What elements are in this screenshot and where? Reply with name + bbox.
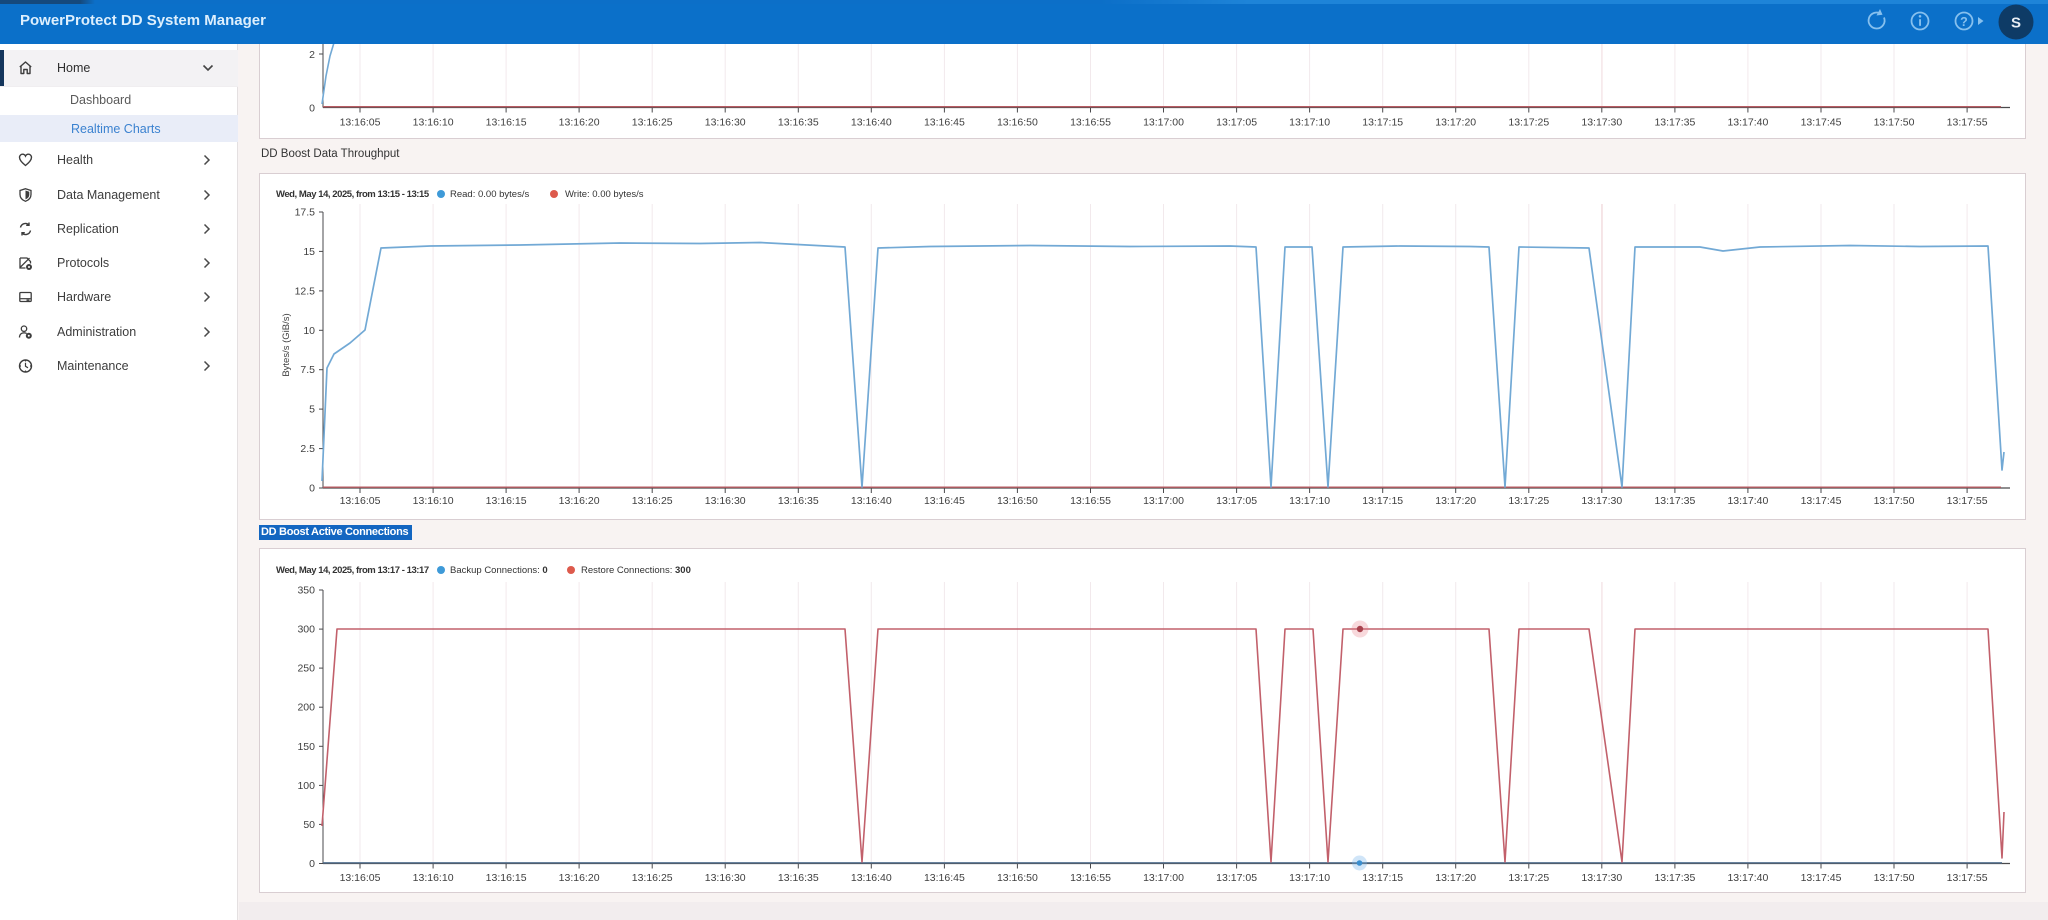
svg-text:13:16:55: 13:16:55 [1070,872,1111,884]
svg-text:13:16:10: 13:16:10 [413,117,454,129]
svg-text:13:17:15: 13:17:15 [1362,495,1403,507]
svg-text:100: 100 [297,780,315,792]
svg-text:13:17:40: 13:17:40 [1727,872,1768,884]
svg-text:13:17:50: 13:17:50 [1874,495,1915,507]
svg-text:13:16:45: 13:16:45 [924,495,965,507]
svg-text:13:16:50: 13:16:50 [997,495,1038,507]
svg-text:13:16:10: 13:16:10 [413,495,454,507]
svg-text:13:17:40: 13:17:40 [1727,495,1768,507]
svg-text:17.5: 17.5 [295,207,316,219]
svg-text:0: 0 [309,483,315,495]
svg-text:13:16:35: 13:16:35 [778,117,819,129]
svg-text:13:17:20: 13:17:20 [1435,117,1476,129]
svg-text:13:16:05: 13:16:05 [340,495,381,507]
svg-text:13:17:00: 13:17:00 [1143,495,1184,507]
svg-text:13:17:30: 13:17:30 [1581,117,1622,129]
svg-text:13:16:05: 13:16:05 [340,872,381,884]
svg-text:13:17:55: 13:17:55 [1947,117,1988,129]
svg-text:15: 15 [303,246,315,258]
svg-text:13:17:30: 13:17:30 [1581,872,1622,884]
svg-text:13:16:15: 13:16:15 [486,872,527,884]
svg-text:13:17:05: 13:17:05 [1216,872,1257,884]
svg-text:0: 0 [309,858,315,870]
svg-text:13:17:20: 13:17:20 [1435,495,1476,507]
svg-text:13:17:05: 13:17:05 [1216,117,1257,129]
svg-text:150: 150 [297,741,315,753]
svg-text:13:16:25: 13:16:25 [632,495,673,507]
svg-text:13:17:35: 13:17:35 [1654,495,1695,507]
svg-text:13:16:45: 13:16:45 [924,117,965,129]
svg-text:13:17:15: 13:17:15 [1362,117,1403,129]
svg-text:13:16:50: 13:16:50 [997,117,1038,129]
svg-text:2: 2 [309,49,315,61]
svg-text:13:16:20: 13:16:20 [559,495,600,507]
svg-text:13:16:05: 13:16:05 [340,117,381,129]
svg-text:13:17:10: 13:17:10 [1289,495,1330,507]
svg-text:12.5: 12.5 [295,285,316,297]
svg-text:13:17:45: 13:17:45 [1801,872,1842,884]
svg-text:13:16:35: 13:16:35 [778,495,819,507]
svg-text:13:16:30: 13:16:30 [705,117,746,129]
svg-text:13:17:30: 13:17:30 [1581,495,1622,507]
svg-text:13:17:35: 13:17:35 [1654,872,1695,884]
svg-text:13:17:45: 13:17:45 [1801,117,1842,129]
svg-text:13:17:55: 13:17:55 [1947,495,1988,507]
svg-text:13:17:25: 13:17:25 [1508,872,1549,884]
svg-text:13:17:05: 13:17:05 [1216,495,1257,507]
svg-text:13:17:50: 13:17:50 [1874,117,1915,129]
svg-text:13:16:20: 13:16:20 [559,117,600,129]
svg-text:2.5: 2.5 [300,443,315,455]
svg-text:13:16:30: 13:16:30 [705,495,746,507]
svg-text:13:16:50: 13:16:50 [997,872,1038,884]
svg-text:7.5: 7.5 [300,364,315,376]
svg-text:13:16:40: 13:16:40 [851,117,892,129]
svg-text:13:16:35: 13:16:35 [778,872,819,884]
svg-text:13:16:40: 13:16:40 [851,872,892,884]
svg-text:13:16:15: 13:16:15 [486,117,527,129]
svg-text:13:17:25: 13:17:25 [1508,117,1549,129]
svg-text:13:16:45: 13:16:45 [924,872,965,884]
svg-text:10: 10 [303,325,315,337]
svg-text:13:17:20: 13:17:20 [1435,872,1476,884]
svg-text:13:17:45: 13:17:45 [1801,495,1842,507]
svg-text:S: S [2011,15,2021,32]
svg-text:13:17:15: 13:17:15 [1362,872,1403,884]
svg-text:13:17:00: 13:17:00 [1143,117,1184,129]
svg-text:13:17:10: 13:17:10 [1289,117,1330,129]
svg-text:13:16:55: 13:16:55 [1070,495,1111,507]
svg-text:13:16:25: 13:16:25 [632,872,673,884]
svg-text:13:17:00: 13:17:00 [1143,872,1184,884]
svg-text:13:17:35: 13:17:35 [1654,117,1695,129]
svg-text:13:16:20: 13:16:20 [559,872,600,884]
svg-text:13:16:55: 13:16:55 [1070,117,1111,129]
svg-text:13:16:40: 13:16:40 [851,495,892,507]
svg-text:350: 350 [297,585,315,597]
svg-text:13:16:10: 13:16:10 [413,872,454,884]
svg-text:5: 5 [309,404,315,416]
svg-text:250: 250 [297,663,315,675]
svg-text:13:16:15: 13:16:15 [486,495,527,507]
svg-text:0: 0 [309,103,315,115]
svg-text:300: 300 [297,624,315,636]
svg-text:200: 200 [297,702,315,714]
svg-text:13:17:10: 13:17:10 [1289,872,1330,884]
svg-text:13:16:30: 13:16:30 [705,872,746,884]
svg-text:13:17:55: 13:17:55 [1947,872,1988,884]
svg-text:?: ? [1960,15,1968,29]
svg-text:13:17:50: 13:17:50 [1874,872,1915,884]
svg-text:13:17:25: 13:17:25 [1508,495,1549,507]
svg-text:Bytes/s (GiB/s): Bytes/s (GiB/s) [281,313,292,376]
svg-text:13:17:40: 13:17:40 [1727,117,1768,129]
svg-text:13:16:25: 13:16:25 [632,117,673,129]
svg-text:50: 50 [303,819,315,831]
